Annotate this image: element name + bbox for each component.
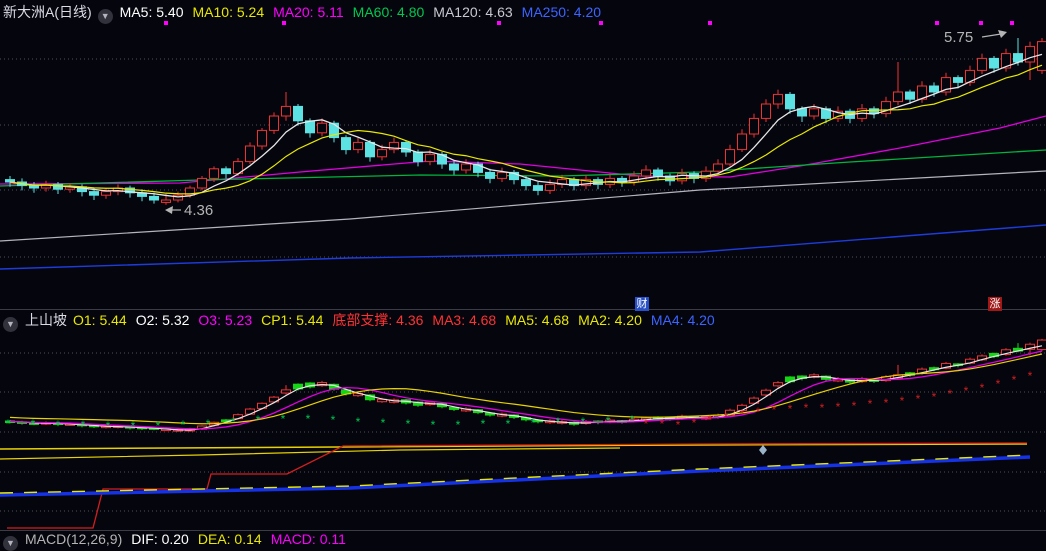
svg-text:*: *	[996, 377, 1001, 391]
svg-text:*: *	[932, 390, 937, 404]
svg-text:*: *	[1012, 373, 1017, 387]
svg-text:*: *	[852, 399, 857, 413]
svg-text:*: *	[181, 418, 186, 432]
indicator-value-label: MA5: 4.68	[505, 312, 569, 328]
chevron-down-icon[interactable]: ▼	[3, 536, 18, 551]
green-star-markers: * * * * * * * * * * * * * * * * * * * * * * * * * *	[6, 412, 635, 433]
indicator-value-label: MA2: 4.20	[578, 312, 642, 328]
svg-text:*: *	[644, 417, 649, 431]
svg-text:*: *	[581, 415, 586, 429]
panel2-ma-lines	[10, 346, 1042, 430]
svg-text:*: *	[606, 414, 611, 428]
svg-text:*: *	[772, 403, 777, 417]
svg-text:*: *	[820, 401, 825, 415]
svg-text:*: *	[1028, 369, 1033, 383]
svg-text:5.75: 5.75	[944, 29, 973, 46]
indicator-value-label: MA3: 4.68	[432, 312, 496, 328]
panel3-header: ▼ MACD(12,26,9) DIF: 0.20 DEA: 0.14 MACD: 0.…	[3, 531, 355, 551]
ma-value-label: MA60: 4.80	[353, 4, 425, 20]
svg-text:*: *	[556, 415, 561, 429]
svg-text:*: *	[531, 416, 536, 430]
svg-text:*: *	[676, 418, 681, 432]
svg-text:*: *	[381, 416, 386, 430]
macd-value-label: MACD: 0.11	[271, 531, 346, 547]
indicator-value-label: CP1: 5.44	[261, 312, 323, 328]
indicator-value-label: MA4: 4.20	[651, 312, 715, 328]
svg-text:*: *	[31, 417, 36, 431]
svg-text:*: *	[231, 415, 236, 429]
diamond-marker	[759, 445, 767, 455]
svg-text:*: *	[81, 418, 86, 432]
svg-text:*: *	[756, 405, 761, 419]
svg-text:*: *	[306, 412, 311, 426]
svg-text:*: *	[131, 419, 136, 433]
ma-value-label: MA250: 4.20	[522, 4, 601, 20]
stock-chart-canvas[interactable]: 4.365.75********************************…	[0, 0, 1046, 539]
svg-text:*: *	[692, 416, 697, 430]
panel1-header: 新大洲A(日线) ▼ MA5: 5.40 MA10: 5.24 MA20: 5.11 MA…	[3, 2, 610, 24]
svg-text:*: *	[56, 418, 61, 432]
svg-text:*: *	[630, 413, 635, 427]
ma-value-label: MA20: 5.11	[273, 4, 344, 20]
macd-value-label: DEA: 0.14	[198, 531, 262, 547]
panel2-header: ▼ 上山坡 O1: 5.44 O2: 5.32 O3: 5.23 CP1: 5.44 底部支…	[3, 310, 724, 332]
panel2-indicator-lines	[0, 443, 1030, 528]
svg-text:*: *	[724, 410, 729, 424]
svg-text:*: *	[406, 417, 411, 431]
svg-text:*: *	[788, 402, 793, 416]
chevron-down-icon[interactable]: ▼	[98, 9, 113, 24]
svg-text:*: *	[481, 417, 486, 431]
svg-text:*: *	[506, 417, 511, 431]
svg-text:*: *	[206, 417, 211, 431]
indicator-value-label: O2: 5.32	[136, 312, 190, 328]
svg-text:4.36: 4.36	[184, 202, 213, 219]
svg-text:*: *	[456, 418, 461, 432]
svg-text:*: *	[6, 417, 11, 431]
svg-text:*: *	[356, 415, 361, 429]
event-badge[interactable]: 涨	[988, 297, 1002, 311]
chevron-down-icon[interactable]: ▼	[3, 317, 18, 332]
svg-text:*: *	[884, 396, 889, 410]
svg-text:*: *	[708, 413, 713, 427]
svg-text:*: *	[106, 419, 111, 433]
ma-value-label: MA5: 5.40	[120, 4, 184, 20]
svg-text:*: *	[964, 384, 969, 398]
stock-title: 新大洲A(日线)	[3, 4, 92, 20]
svg-text:*: *	[948, 387, 953, 401]
svg-text:*: *	[980, 381, 985, 395]
svg-text:*: *	[740, 407, 745, 421]
svg-text:*: *	[660, 417, 665, 431]
svg-text:*: *	[900, 394, 905, 408]
indicator-value-label: O1: 5.44	[73, 312, 127, 328]
svg-text:*: *	[836, 400, 841, 414]
ma-value-label: MA10: 5.24	[193, 4, 265, 20]
svg-text:*: *	[331, 413, 336, 427]
svg-text:*: *	[431, 418, 436, 432]
macd-value-label: DIF: 0.20	[131, 531, 189, 547]
indicator-value-label: 底部支撑: 4.36	[332, 312, 423, 328]
ma-value-label: MA120: 4.63	[433, 4, 512, 20]
indicator-value-label: O3: 5.23	[198, 312, 252, 328]
svg-text:*: *	[916, 392, 921, 406]
svg-text:*: *	[868, 397, 873, 411]
macd-value-label: MACD(12,26,9)	[25, 531, 122, 547]
svg-text:*: *	[156, 419, 161, 433]
svg-text:*: *	[281, 412, 286, 426]
svg-text:*: *	[256, 413, 261, 427]
event-badge[interactable]: 财	[635, 297, 649, 311]
svg-text:*: *	[804, 401, 809, 415]
indicator-title: 上山坡	[25, 312, 67, 328]
